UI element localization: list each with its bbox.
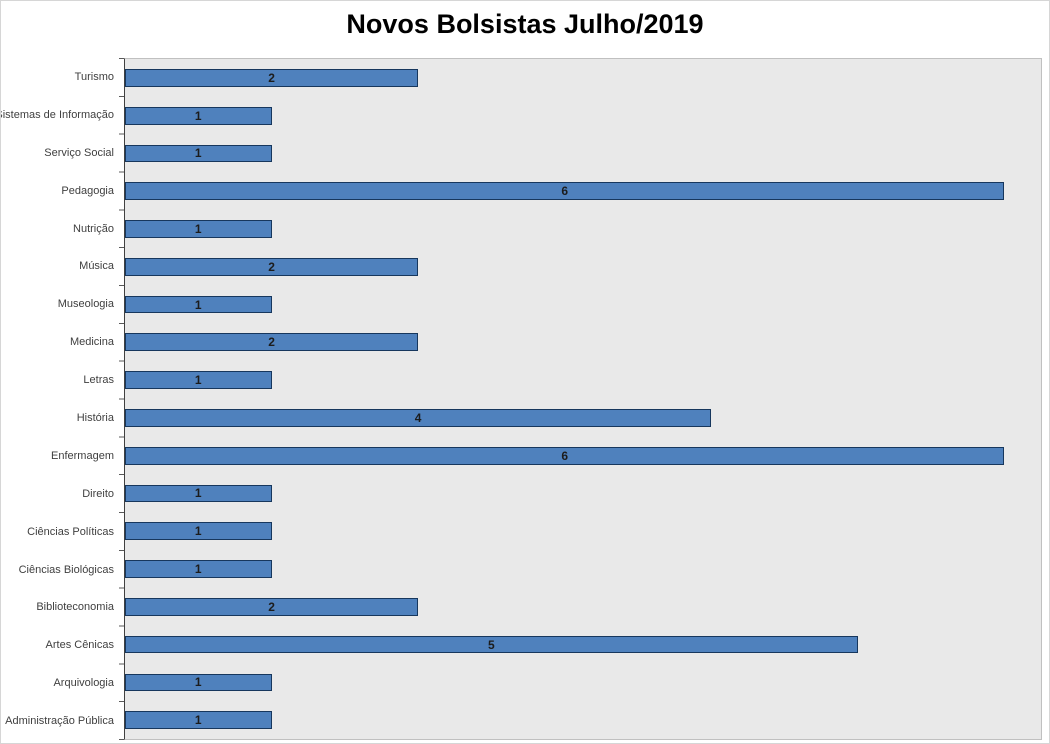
bar-row-letras: 1 — [125, 361, 1041, 399]
bar-artes-cenicas: 5 — [125, 635, 858, 654]
bar-row-medicina: 2 — [125, 323, 1041, 361]
bar-row-sistemas-de-informacao: 1 — [125, 97, 1041, 135]
bar-row-ciencias-politicas: 1 — [125, 512, 1041, 550]
value-label-historia: 4 — [414, 410, 422, 425]
bar-sistemas-de-informacao: 1 — [125, 106, 272, 125]
category-label-ciencias-politicas: Ciências Políticas — [27, 525, 114, 538]
value-label-medicina: 2 — [268, 335, 275, 350]
bar-biblioteconomia: 2 — [125, 597, 419, 616]
category-label-turismo: Turismo — [74, 70, 114, 83]
value-label-enfermagem: 6 — [561, 448, 569, 463]
value-label-museologia: 1 — [194, 297, 202, 312]
value-label-direito: 1 — [194, 486, 202, 501]
bar-row-direito: 1 — [125, 475, 1041, 513]
bar-ciencias-politicas: 1 — [125, 522, 272, 541]
bar-row-museologia: 1 — [125, 286, 1041, 324]
bar-historia: 4 — [125, 409, 712, 427]
value-label-nutricao: 1 — [194, 222, 202, 237]
category-label-pedagogia: Pedagogia — [61, 184, 114, 197]
bar-row-enfermagem: 6 — [125, 437, 1041, 475]
bar-nutricao: 1 — [125, 220, 272, 238]
bar-row-administracao-publica: 1 — [125, 701, 1041, 739]
chart-title: Novos Bolsistas Julho/2019 — [346, 9, 704, 39]
bar-pedagogia: 6 — [125, 182, 1005, 201]
bar-museologia: 1 — [125, 295, 272, 314]
value-label-artes-cenicas: 5 — [488, 637, 495, 652]
category-label-museologia: Museologia — [57, 298, 114, 311]
bar-servico-social: 1 — [125, 144, 272, 163]
category-label-letras: Letras — [83, 374, 114, 387]
bar-turismo: 2 — [125, 69, 419, 87]
value-label-pedagogia: 6 — [561, 184, 569, 199]
value-label-ciencias-politicas: 1 — [194, 524, 202, 539]
bar-direito: 1 — [125, 484, 272, 503]
bar-row-musica: 2 — [125, 248, 1041, 286]
value-label-turismo: 2 — [268, 70, 275, 85]
category-label-medicina: Medicina — [69, 336, 114, 349]
chart-body: Turismo Sistemas de Informação Serviço Soc… — [1, 58, 1042, 740]
category-label-biblioteconomia: Biblioteconomia — [36, 601, 114, 614]
value-label-administracao-publica: 1 — [194, 713, 202, 728]
category-label-historia: História — [76, 411, 114, 424]
bar-row-artes-cenicas: 5 — [125, 626, 1041, 664]
bar-administracao-publica: 1 — [125, 711, 272, 730]
value-label-arquivologia: 1 — [194, 675, 202, 690]
category-label-enfermagem: Enfermagem — [51, 449, 114, 462]
value-label-letras: 1 — [194, 373, 202, 388]
bar-row-ciencias-biologicas: 1 — [125, 550, 1041, 588]
category-label-arquivologia: Arquivologia — [53, 677, 114, 690]
bar-row-turismo: 2 — [125, 59, 1041, 97]
bar-row-servico-social: 1 — [125, 135, 1041, 173]
value-label-servico-social: 1 — [194, 146, 202, 161]
value-label-biblioteconomia: 2 — [268, 599, 275, 614]
bar-row-pedagogia: 6 — [125, 172, 1041, 210]
bar-ciencias-biologicas: 1 — [125, 560, 272, 578]
bar-arquivologia: 1 — [125, 673, 272, 692]
category-label-administracao-publica: Administração Pública — [5, 715, 114, 728]
bar-enfermagem: 6 — [125, 446, 1005, 465]
bar-row-historia: 4 — [125, 399, 1041, 437]
bar-row-arquivologia: 1 — [125, 664, 1041, 702]
bar-letras: 1 — [125, 371, 272, 390]
category-label-direito: Direito — [82, 487, 114, 500]
bar-medicina: 2 — [125, 333, 419, 352]
value-label-sistemas-de-informacao: 1 — [194, 108, 202, 123]
bar-row-biblioteconomia: 2 — [125, 588, 1041, 626]
bar-row-nutricao: 1 — [125, 210, 1041, 248]
value-label-musica: 2 — [268, 259, 275, 274]
category-label-sistemas-de-informacao: Sistemas de Informação — [0, 108, 114, 121]
category-label-ciencias-biologicas: Ciências Biológicas — [18, 563, 114, 576]
bar-musica: 2 — [125, 257, 419, 276]
category-label-nutricao: Nutrição — [73, 222, 114, 235]
category-label-artes-cenicas: Artes Cênicas — [45, 639, 114, 652]
axis-tick-marks — [119, 58, 124, 740]
category-label-servico-social: Serviço Social — [44, 146, 114, 159]
category-label-musica: Música — [79, 260, 114, 273]
category-axis: Turismo Sistemas de Informação Serviço Soc… — [1, 58, 119, 740]
value-label-ciencias-biologicas: 1 — [194, 562, 202, 577]
